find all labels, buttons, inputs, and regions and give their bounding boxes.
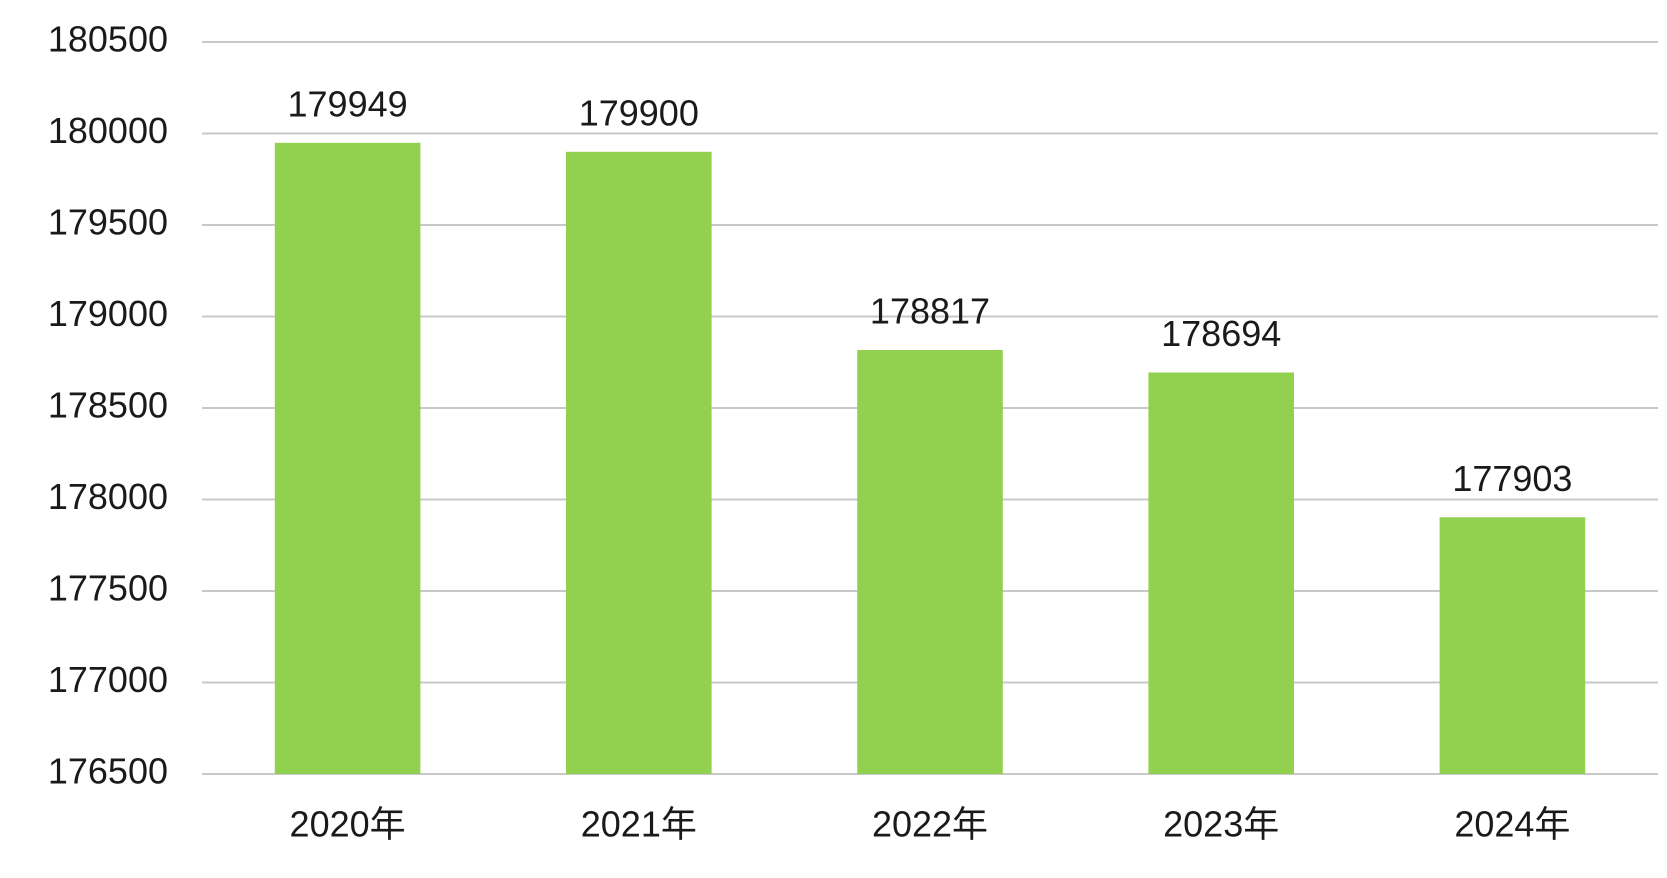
y-tick-label: 180500 (48, 19, 168, 60)
y-tick-label: 177000 (48, 659, 168, 700)
x-tick-label: 2021年 (581, 804, 697, 845)
y-tick-label: 176500 (48, 751, 168, 792)
y-tick-label: 178000 (48, 476, 168, 517)
y-tick-label: 179500 (48, 202, 168, 243)
bar (857, 349, 1003, 774)
y-tick-label: 180000 (48, 110, 168, 151)
y-tick-label: 177500 (48, 568, 168, 609)
bar (1439, 517, 1586, 774)
x-tick-label: 2023年 (1163, 804, 1279, 845)
bar (274, 142, 421, 774)
bar (1148, 372, 1294, 774)
data-label: 177903 (1452, 458, 1572, 499)
y-tick-label: 178500 (48, 385, 168, 426)
data-label: 179949 (288, 83, 408, 124)
x-tick-label: 2022年 (872, 804, 988, 845)
bar (566, 151, 712, 775)
data-label: 179900 (579, 92, 699, 133)
y-tick-label: 179000 (48, 293, 168, 334)
x-tick-label: 2024年 (1454, 804, 1570, 845)
data-label: 178694 (1161, 313, 1281, 354)
data-label: 178817 (870, 291, 990, 332)
x-tick-label: 2020年 (290, 804, 406, 845)
